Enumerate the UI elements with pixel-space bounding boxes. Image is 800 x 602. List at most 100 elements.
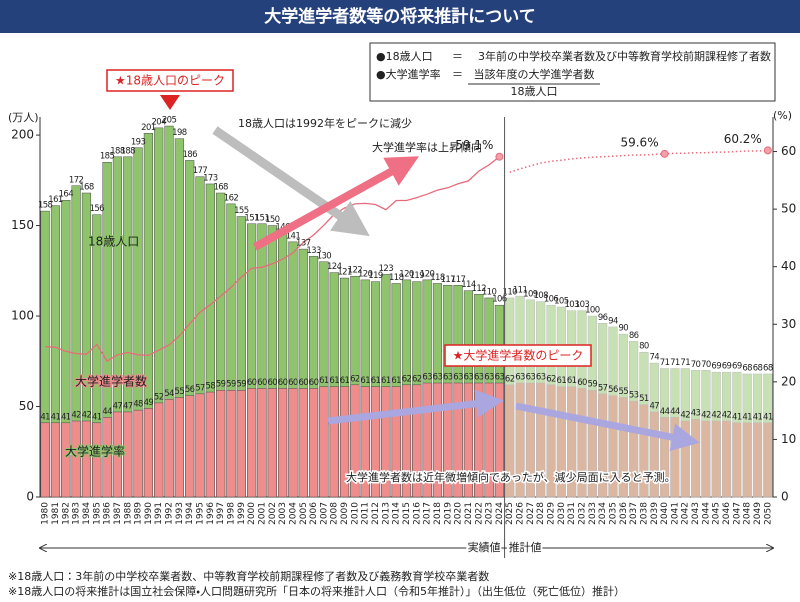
value-label: 59 [237,380,247,390]
bar [515,382,525,498]
title: 大学進学者数等の将来推計について [264,6,536,27]
x-tick-label: 1991 [154,502,164,525]
y-tick-label: 200 [11,128,34,142]
annotation: ★大学進学者数のピーク [453,348,584,363]
value-label: 122 [348,266,363,276]
value-label: 161 [48,195,63,205]
bar [133,409,143,498]
x-tick-label: 2033 [588,502,598,525]
annotation: 大学進学率は上昇傾向 [372,140,482,154]
value-label: 47 [649,401,659,411]
bar [81,420,92,498]
value-label: 71 [670,358,680,368]
x-tick-label: 2034 [598,502,608,525]
peak-marker [160,95,180,110]
x-tick-label: 2009 [340,502,350,525]
value-label: 68 [763,363,773,373]
value-label: 48 [133,400,143,410]
annotation-box [444,344,592,367]
value-label: 62 [505,374,515,384]
x-tick-label: 2001 [257,502,267,525]
x-tick-label: 2043 [691,502,701,525]
value-label: 44 [102,407,112,417]
x-tick-label: 2012 [371,502,381,525]
bar [546,384,556,498]
bar [649,411,659,498]
bar [474,382,484,498]
value-label: 69 [711,362,721,372]
definition-term: ●18歳人口 [376,50,433,63]
x-tick-label: 2036 [619,502,629,525]
x-tick-label: 2039 [650,502,660,525]
bar [123,411,133,498]
x-tick-label: 1984 [82,502,92,525]
series-label: 大学進学率 [65,444,125,459]
value-label: 151 [255,213,270,223]
x-tick-label: 2042 [681,502,691,525]
definition-eq: ＝ [452,50,463,63]
value-label: 63 [453,373,463,383]
bar [598,393,608,498]
y2-tick-label: 0 [781,490,789,504]
x-tick-label: 2010 [350,502,360,525]
value-label: 41 [763,412,773,422]
value-label: 56 [185,385,195,395]
y2-axis-label: (%) [773,109,792,122]
x-tick-label: 2032 [578,502,588,525]
annotation-box [106,69,234,92]
value-label: 204 [152,117,167,127]
bar [453,382,463,498]
bar [339,386,350,498]
value-label: 124 [327,262,342,272]
value-label: 168 [213,183,228,193]
x-tick-label: 2018 [433,502,443,525]
value-label: 42 [71,411,81,421]
value-label: 62 [350,374,360,384]
value-label: 60 [298,378,308,388]
bar [216,389,226,498]
value-label: 61 [319,376,329,386]
point [763,146,772,155]
definition-box [369,42,776,102]
value-label: 205 [162,116,177,126]
line [509,149,768,174]
x-tick-label: 2015 [402,502,412,525]
bar [494,382,505,498]
bar [381,386,391,498]
value-label: 60 [309,378,319,388]
value-label: 173 [203,173,218,183]
value-label: 106 [544,295,559,305]
bar [567,386,577,498]
x-tick-label: 2020 [454,502,464,525]
line [45,156,500,362]
value-label: 94 [608,316,618,326]
x-tick-label: 2048 [743,502,753,525]
value-label: 70 [691,360,701,370]
value-label: 60 [257,378,267,388]
value-label: 118 [389,273,404,283]
x-tick-label: 2019 [443,502,453,525]
value-label: 111 [513,286,528,296]
value-label: 62 [412,374,422,384]
value-label: 114 [461,280,476,290]
value-label: 68 [742,363,752,373]
value-label: 155 [234,206,249,216]
x-tick-label: 2044 [701,502,711,525]
x-tick-label: 1987 [113,502,123,525]
value-label: 119 [368,271,383,281]
x-tick-label: 2017 [423,502,433,525]
x-tick-label: 2030 [557,502,567,525]
x-tick-label: 1994 [185,502,195,525]
value-label: 100 [585,306,600,316]
bar [556,386,566,498]
value-label: 120 [358,269,373,279]
bar [701,420,711,498]
value-label: 188 [110,146,125,156]
value-label: 47 [123,401,133,411]
series-label: 大学進学者数 [75,374,147,389]
value-label: 63 [443,373,453,383]
bar [143,408,153,498]
value-label: 57 [195,383,205,393]
value-label: 62 [402,374,412,384]
bar [298,388,308,498]
